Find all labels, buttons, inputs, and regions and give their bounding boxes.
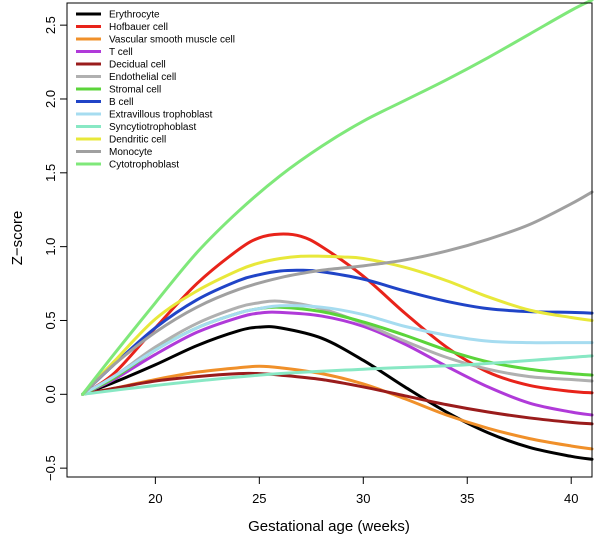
- series-line-decidual-cell: [81, 371, 594, 426]
- legend-label-decidual-cell: Decidual cell: [109, 60, 166, 71]
- series-line-monocyte: [81, 190, 594, 396]
- series-line-syncytiotrophoblast: [81, 354, 594, 396]
- series-line-erythrocyte: [81, 325, 594, 461]
- legend-label-erythrocyte: Erythrocyte: [109, 10, 160, 21]
- legend-label-vascular-smooth-muscle-cell: Vascular smooth muscle cell: [109, 35, 235, 46]
- y-tick-label: 0.5: [43, 311, 58, 329]
- plot-frame: [66, 2, 593, 478]
- series-line-cytotrophoblast: [81, 0, 594, 396]
- series-layer: [81, 0, 594, 461]
- series-line-vascular-smooth-muscle-cell: [81, 364, 594, 451]
- legend-label-stromal-cell: Stromal cell: [109, 85, 161, 96]
- legend-label-hofbauer-cell: Hofbauer cell: [109, 22, 168, 33]
- series-line-t-cell: [81, 310, 594, 417]
- x-tick-label: 40: [564, 491, 578, 506]
- legend-label-b-cell: B cell: [109, 97, 133, 108]
- x-tick-label: 30: [356, 491, 370, 506]
- legend-label-cytotrophoblast: Cytotrophoblast: [109, 160, 179, 171]
- x-tick-label: 20: [148, 491, 162, 506]
- y-axis-title: Z−score: [9, 211, 26, 266]
- y-tick-label: 2.0: [43, 90, 58, 108]
- legend-label-syncytiotrophoblast: Syncytiotrophoblast: [109, 122, 196, 133]
- legend-label-t-cell: T cell: [109, 47, 133, 58]
- series-line-extravillous-trophoblast: [81, 304, 594, 396]
- y-tick-label: 1.0: [43, 238, 58, 256]
- x-axis: 20 25 30 35 40: [148, 477, 578, 506]
- legend-label-monocyte: Monocyte: [109, 147, 153, 158]
- x-axis-title: Gestational age (weeks): [248, 518, 410, 535]
- x-tick-label: 35: [460, 491, 474, 506]
- legend-label-extravillous-trophoblast: Extravillous trophoblast: [109, 110, 213, 121]
- y-tick-label: 2.5: [43, 16, 58, 34]
- y-tick-label: −0.5: [43, 455, 58, 481]
- y-axis: −0.5 0.0 0.5 1.0 1.5 2.0 2.5: [43, 16, 67, 481]
- y-tick-label: 1.5: [43, 164, 58, 182]
- legend-label-endothelial-cell: Endothelial cell: [109, 72, 176, 83]
- y-tick-label: 0.0: [43, 385, 58, 403]
- series-line-b-cell: [81, 268, 594, 396]
- x-tick-label: 25: [252, 491, 266, 506]
- legend-label-dendritic-cell: Dendritic cell: [109, 135, 166, 146]
- series-line-dendritic-cell: [81, 254, 594, 396]
